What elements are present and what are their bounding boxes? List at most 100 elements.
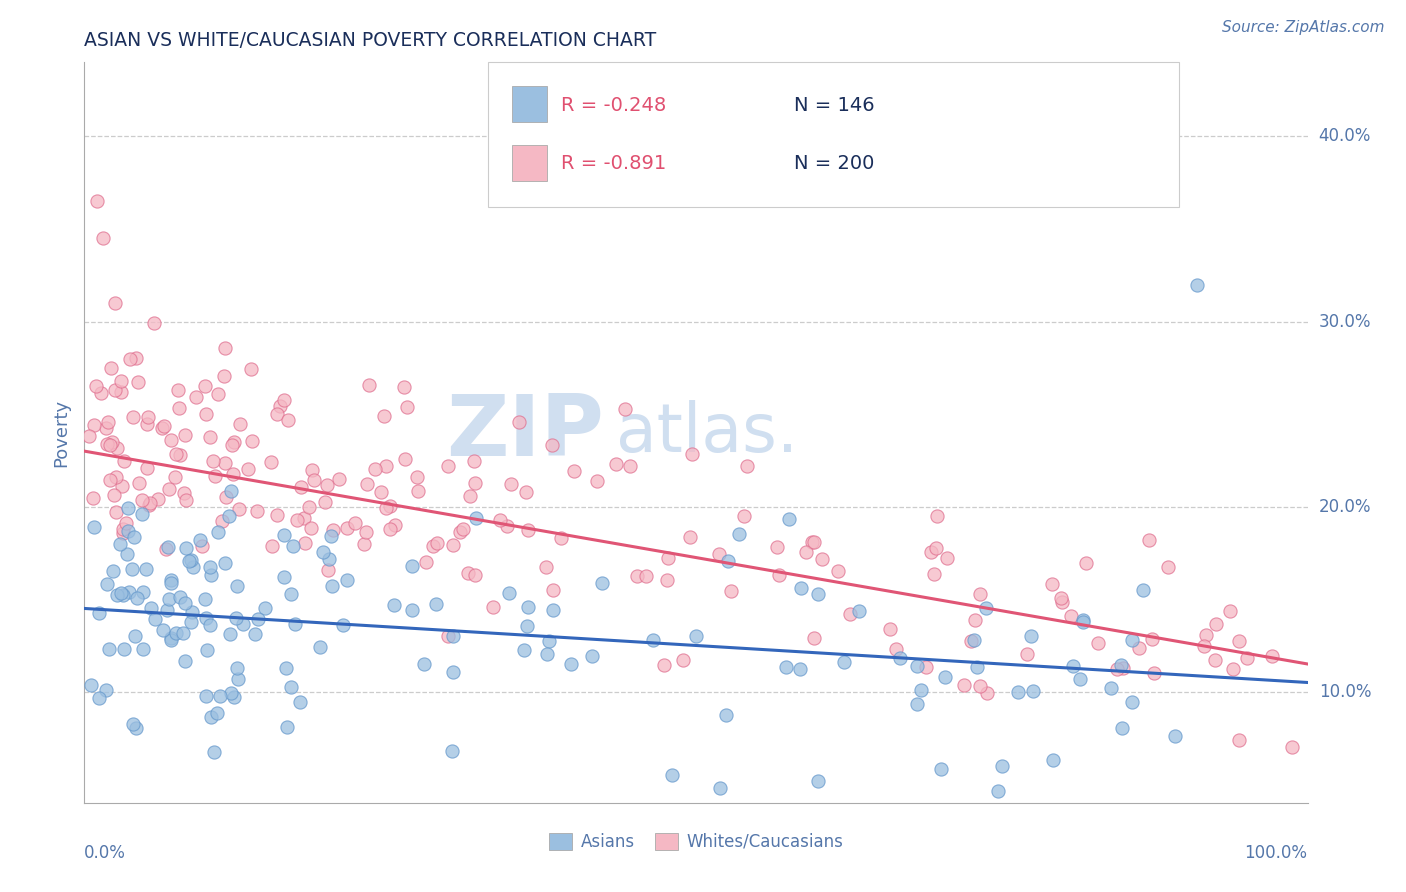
Point <box>219 685 242 699</box>
Point <box>127 375 149 389</box>
Point <box>207 706 229 720</box>
Point <box>395 401 418 415</box>
Point <box>489 513 512 527</box>
Point <box>194 407 217 421</box>
Point <box>960 634 983 648</box>
Point <box>406 483 429 498</box>
Point <box>194 379 217 393</box>
Point <box>136 409 159 424</box>
Point <box>328 473 350 487</box>
Point <box>281 539 304 553</box>
Point <box>214 368 236 383</box>
Point <box>364 462 387 476</box>
Point <box>534 559 557 574</box>
Point <box>316 563 339 577</box>
Point <box>146 491 169 506</box>
Point <box>537 634 560 648</box>
Point <box>969 680 991 694</box>
Point <box>111 479 134 493</box>
Point <box>415 555 437 569</box>
Point <box>173 653 195 667</box>
Point <box>211 514 233 528</box>
Point <box>321 579 343 593</box>
Point <box>1019 629 1042 643</box>
Point <box>219 627 242 641</box>
Point <box>464 567 486 582</box>
Point <box>801 534 824 549</box>
Point <box>789 662 811 676</box>
Point <box>974 601 997 615</box>
Point <box>236 462 259 476</box>
Text: 30.0%: 30.0% <box>1319 312 1371 331</box>
Point <box>173 486 195 500</box>
Point <box>1042 753 1064 767</box>
Point <box>226 579 249 593</box>
Point <box>302 474 325 488</box>
Point <box>200 568 222 582</box>
Point <box>288 694 311 708</box>
Point <box>110 586 132 600</box>
Point <box>150 421 173 435</box>
Point <box>131 507 153 521</box>
Point <box>905 697 928 711</box>
Point <box>195 643 218 657</box>
Point <box>394 451 416 466</box>
Point <box>564 465 586 479</box>
Text: 10.0%: 10.0% <box>1319 682 1371 701</box>
Point <box>259 455 281 469</box>
Point <box>266 508 288 523</box>
Point <box>1121 695 1143 709</box>
Point <box>121 561 143 575</box>
Point <box>681 447 703 461</box>
Point <box>232 617 254 632</box>
Point <box>201 454 224 468</box>
Point <box>441 744 464 758</box>
Point <box>131 493 153 508</box>
Point <box>735 459 758 474</box>
Point <box>240 434 263 448</box>
Point <box>247 612 270 626</box>
Point <box>100 361 122 376</box>
Point <box>153 419 176 434</box>
Point <box>634 569 657 583</box>
Point <box>457 566 479 581</box>
Point <box>991 758 1014 772</box>
Point <box>1164 729 1187 743</box>
Point <box>1069 673 1091 687</box>
Point <box>1111 721 1133 735</box>
Point <box>1099 681 1122 696</box>
Point <box>143 612 166 626</box>
Point <box>87 691 110 706</box>
Point <box>245 503 267 517</box>
Point <box>353 537 375 551</box>
Point <box>1192 639 1215 653</box>
Point <box>426 536 449 550</box>
Point <box>125 351 148 365</box>
Point <box>1195 628 1218 642</box>
Point <box>807 773 830 788</box>
Point <box>104 469 127 483</box>
Point <box>516 599 538 614</box>
Point <box>194 592 217 607</box>
Point <box>91 231 114 245</box>
Point <box>626 569 648 583</box>
Point <box>124 628 146 642</box>
Point <box>118 352 141 367</box>
Point <box>167 383 190 397</box>
Point <box>401 558 423 573</box>
Point <box>378 499 401 513</box>
Point <box>679 530 702 544</box>
Point <box>200 709 222 723</box>
Point <box>343 516 366 531</box>
Point <box>118 585 141 599</box>
Point <box>167 401 190 416</box>
Point <box>1281 740 1303 755</box>
Point <box>315 478 337 492</box>
Point <box>273 392 295 407</box>
Point <box>179 553 201 567</box>
Point <box>560 657 582 672</box>
Point <box>141 600 163 615</box>
Legend: Asians, Whites/Caucasians: Asians, Whites/Caucasians <box>543 826 849 857</box>
Point <box>139 496 162 510</box>
Text: 0.0%: 0.0% <box>84 844 127 862</box>
